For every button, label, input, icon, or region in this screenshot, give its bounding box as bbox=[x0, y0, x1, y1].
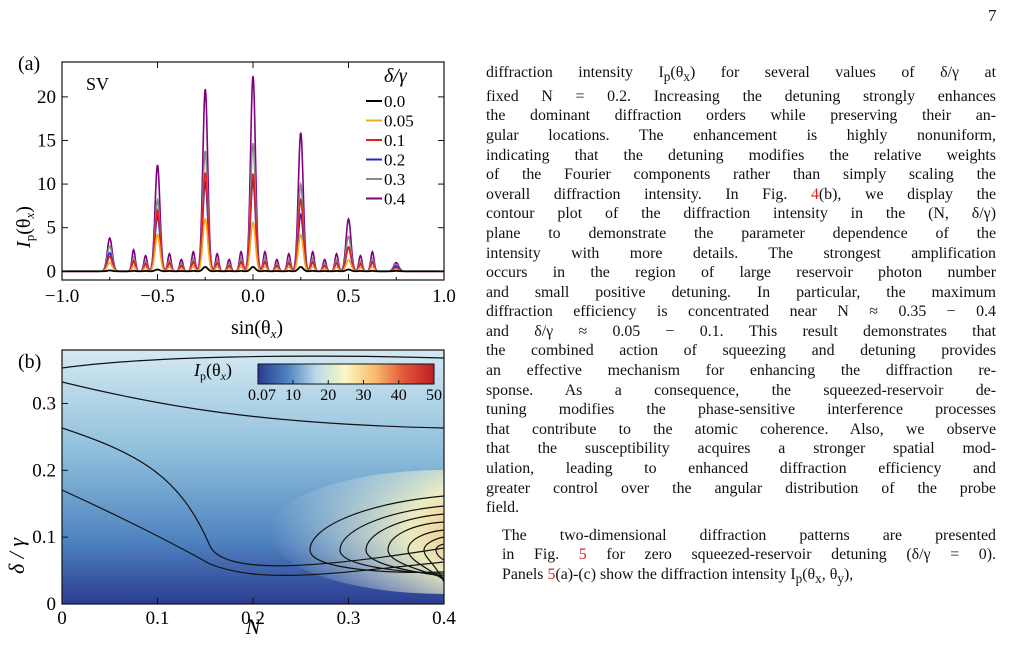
body-text-column: diffraction intensity Ip(θx) for several… bbox=[486, 63, 996, 589]
legend-title: δ/γ bbox=[384, 65, 408, 87]
panel-b-label: (b) bbox=[18, 351, 41, 373]
y-tick-label: 0 bbox=[47, 261, 57, 282]
panel-a-ylabel: Ip(θx) bbox=[13, 206, 37, 249]
legend-entry: 0.05 bbox=[384, 112, 414, 131]
figure-reference-link[interactable]: 4 bbox=[810, 185, 819, 203]
x-tick-label: 0 bbox=[57, 608, 67, 629]
contour-line bbox=[365, 513, 444, 577]
legend-entry: 0.4 bbox=[384, 190, 406, 209]
y-tick-label: 0 bbox=[47, 594, 57, 615]
text-line: and small positive detuning. In particul… bbox=[486, 283, 996, 301]
text-line: diffraction intensity Ip(θx) for several… bbox=[486, 64, 996, 85]
series-line-0-05 bbox=[62, 217, 444, 273]
text-line: in Fig. 5 for zero squeezed-reservoir de… bbox=[502, 546, 997, 564]
contour-line bbox=[435, 543, 444, 561]
text-line: ulation, leading to enhanced diffraction… bbox=[486, 460, 996, 478]
contour-line bbox=[407, 529, 444, 581]
contour-line bbox=[309, 495, 444, 573]
colorbar-tick-label: 20 bbox=[320, 387, 336, 404]
contour-line bbox=[62, 355, 444, 369]
x-tick-label: 0.2 bbox=[241, 608, 265, 629]
colorbar-tick-label: 10 bbox=[285, 387, 301, 404]
panel-a-label: (a) bbox=[18, 53, 40, 75]
legend-entry: 0.1 bbox=[384, 131, 405, 150]
text-line: tuning modifies the phase-sensitive inte… bbox=[486, 401, 996, 419]
x-tick-label: 1.0 bbox=[432, 286, 456, 307]
figure-reference-link[interactable]: 5 bbox=[578, 546, 587, 564]
contour-line bbox=[62, 489, 444, 576]
text-line: Panels 5(a)-(c) show the diffraction int… bbox=[502, 566, 854, 587]
text-line: occurs in the region of large reservoir … bbox=[486, 264, 996, 282]
panel-a-xlabel: sin(θx) bbox=[231, 317, 283, 341]
legend: 0.00.050.10.20.30.4 bbox=[366, 92, 414, 209]
y-tick-label: 0.2 bbox=[32, 460, 56, 481]
colorbar bbox=[257, 363, 435, 385]
paragraph: diffraction intensity Ip(θx) for several… bbox=[486, 63, 996, 518]
text-line: that contribute to the atomic coherence.… bbox=[486, 420, 996, 438]
contour-line bbox=[62, 427, 444, 567]
y-tick-label: 0.1 bbox=[32, 527, 56, 548]
legend-entry: 0.3 bbox=[384, 170, 405, 189]
y-tick-label: 5 bbox=[47, 218, 57, 239]
text-line: diffraction efficiency is concentrated n… bbox=[486, 303, 996, 321]
text-line: overall diffraction intensity. In Fig. 4… bbox=[486, 185, 997, 203]
contour-map bbox=[62, 350, 444, 604]
text-line: gular locations. The enhancement is high… bbox=[486, 126, 996, 144]
text-line: an effective mechanism for enhancing the… bbox=[486, 362, 996, 380]
panel-a-tag: SV bbox=[86, 74, 109, 94]
x-tick-label: 0.5 bbox=[337, 286, 361, 307]
colorbar-tick-label: 0.07 bbox=[248, 387, 276, 404]
contour-line bbox=[339, 505, 444, 575]
y-tick-label: 20 bbox=[37, 87, 56, 108]
x-tick-label: −0.5 bbox=[140, 286, 174, 307]
text-line: that the susceptibility acquires a stron… bbox=[486, 440, 996, 458]
x-tick-label: 0.1 bbox=[146, 608, 170, 629]
page-number: 7 bbox=[988, 6, 997, 25]
text-line: of the Fourier components rather than si… bbox=[486, 166, 996, 184]
legend-entry: 0.0 bbox=[384, 92, 405, 111]
y-tick-label: 0.3 bbox=[32, 393, 56, 414]
text-line: contour plot of the diffraction intensit… bbox=[486, 205, 996, 223]
text-line: sponse. As a consequence, the squeezed-r… bbox=[486, 381, 996, 399]
text-line: the combined action of squeezing and det… bbox=[486, 342, 996, 360]
text-line: the dominant diffraction orders while pr… bbox=[486, 107, 996, 125]
text-line: plane to demonstrate the parameter depen… bbox=[486, 224, 996, 242]
panel-b-ylabel: δ / γ bbox=[4, 537, 29, 574]
x-tick-label: 0.3 bbox=[337, 608, 361, 629]
paragraph: The two-dimensional diffraction patterns… bbox=[486, 526, 996, 589]
contour-line bbox=[387, 521, 444, 579]
text-line: indicating that the detuning modifies th… bbox=[486, 146, 996, 164]
colorbar-tick-label: 50 bbox=[426, 387, 442, 404]
y-tick-label: 15 bbox=[37, 130, 56, 151]
legend-entry: 0.2 bbox=[384, 151, 405, 170]
text-line: The two-dimensional diffraction patterns… bbox=[502, 526, 996, 544]
text-line: fixed N = 0.2. Increasing the detuning s… bbox=[486, 87, 996, 105]
text-line: intensity with more details. The stronge… bbox=[486, 244, 996, 262]
x-tick-label: −1.0 bbox=[45, 286, 79, 307]
panel-b-xlabel: N bbox=[245, 614, 262, 639]
figure-panel-b: (b) 0 0.1 0.2 0.3 0.4 0 0.1 0.2 0.3 Ip(θx) 0.07 1… bbox=[4, 349, 456, 639]
contour-line bbox=[62, 381, 444, 429]
x-tick-label: 0.4 bbox=[432, 608, 456, 629]
contour-line bbox=[423, 536, 444, 583]
figure-reference-link[interactable]: 5 bbox=[547, 566, 556, 584]
text-line: and δ/γ ≈ 0.05 − 0.1. This result demons… bbox=[486, 322, 996, 340]
text-line: greater control over the angular distrib… bbox=[486, 479, 996, 497]
colorbar-tick-label: 30 bbox=[356, 387, 372, 404]
text-line: field. bbox=[486, 499, 520, 517]
y-tick-label: 10 bbox=[37, 174, 56, 195]
colorbar-label: Ip(θx) bbox=[193, 360, 232, 383]
colorbar-tick-label: 40 bbox=[391, 387, 407, 404]
x-tick-label: 0.0 bbox=[241, 286, 265, 307]
figure-panel-a: (a) −1.0 −0.5 0.0 0.5 1.0 0 5 10 15 20 SV δ/γ 0.0… bbox=[13, 53, 456, 341]
series-line-0-0 bbox=[62, 266, 444, 273]
